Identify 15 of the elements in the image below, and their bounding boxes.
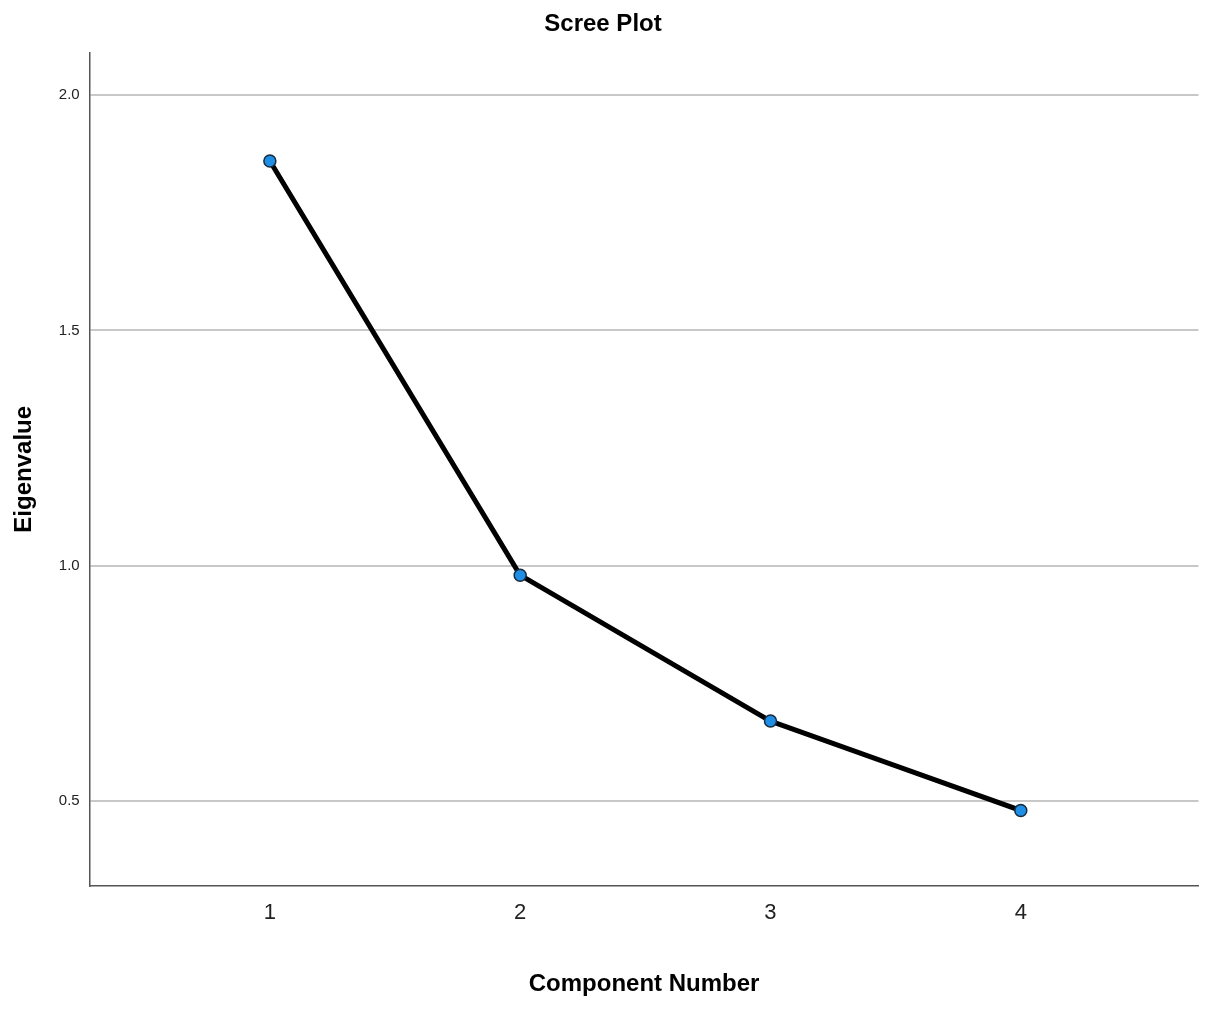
y-tick-label: 1.0 [58, 555, 80, 573]
point [263, 154, 277, 168]
x-tick-label: 2 [514, 899, 527, 925]
y-tick-label: 0.5 [58, 791, 80, 809]
point [763, 714, 778, 728]
point [513, 568, 527, 582]
x-tick-label: 3 [764, 899, 777, 925]
chart-title: Scree Plot [544, 9, 662, 37]
point [1014, 803, 1028, 818]
x-tick-label: 4 [1014, 899, 1027, 925]
x-tick-label: 1 [263, 899, 276, 925]
y-axis-title: Eigenvalue [9, 405, 37, 533]
x-axis-title: Component Number [528, 969, 760, 997]
y-tick-label: 1.5 [58, 320, 80, 338]
y-tick-label: 2.0 [58, 85, 80, 103]
